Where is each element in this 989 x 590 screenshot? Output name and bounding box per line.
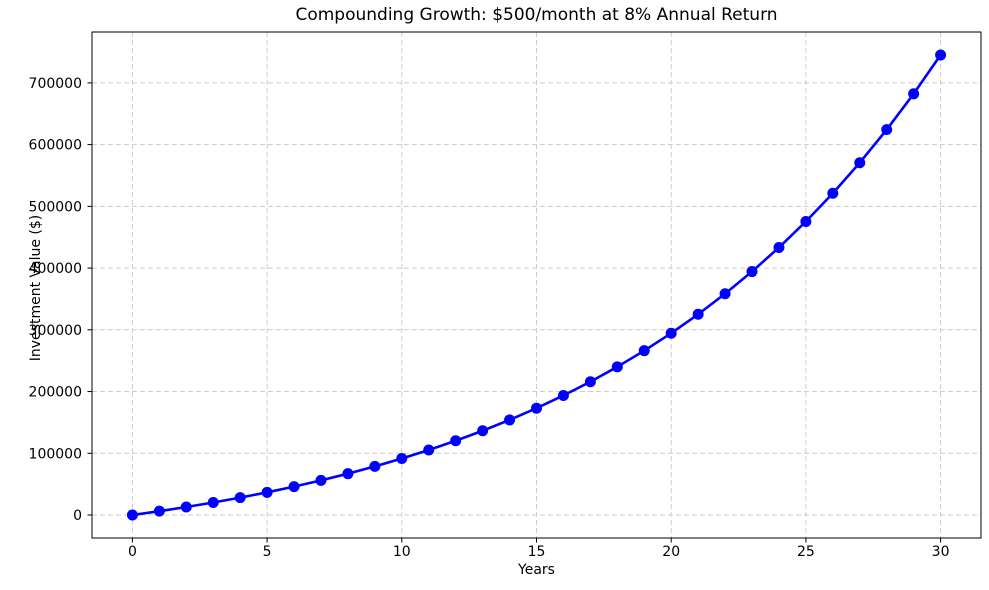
data-point: [126, 509, 138, 521]
data-point: [827, 187, 839, 199]
x-tick-label: 0: [128, 544, 137, 560]
y-axis-label: Investment Value ($): [28, 214, 44, 362]
y-tick-label: 0: [73, 508, 82, 524]
x-tick-label: 20: [662, 544, 680, 560]
data-point: [423, 444, 435, 456]
data-point: [692, 308, 704, 320]
x-axis-label: Years: [518, 562, 555, 578]
data-point: [450, 435, 462, 447]
data-point: [207, 496, 219, 508]
data-point: [261, 486, 273, 498]
data-point: [315, 474, 327, 486]
y-tick-label: 500000: [29, 199, 82, 215]
y-tick-label: 200000: [29, 385, 82, 401]
data-point: [288, 481, 300, 493]
data-point: [719, 288, 731, 300]
data-point: [611, 361, 623, 373]
x-tick-label: 10: [393, 544, 411, 560]
data-point: [584, 376, 596, 388]
x-tick-label: 5: [263, 544, 272, 560]
data-point: [935, 49, 947, 61]
data-point: [153, 505, 165, 517]
data-point: [773, 242, 785, 254]
data-point: [369, 460, 381, 472]
data-point: [557, 389, 569, 401]
data-point: [504, 414, 516, 426]
data-point: [531, 402, 542, 414]
y-tick-label: 700000: [29, 76, 82, 92]
data-point: [477, 425, 489, 437]
y-tick-label: 300000: [29, 323, 82, 339]
data-point: [342, 468, 354, 480]
data-point: [665, 327, 677, 339]
data-point: [234, 492, 246, 504]
x-tick-label: 25: [797, 544, 815, 560]
data-point: [396, 453, 408, 465]
data-point: [881, 124, 893, 136]
data-point: [746, 266, 758, 278]
data-point: [638, 345, 650, 357]
data-point: [800, 215, 812, 227]
x-tick-label: 30: [932, 544, 950, 560]
data-point: [854, 157, 866, 169]
data-point: [180, 501, 192, 513]
y-tick-label: 100000: [29, 446, 82, 462]
data-point: [908, 88, 920, 100]
y-tick-label: 600000: [29, 138, 82, 154]
chart-title: Compounding Growth: $500/month at 8% Ann…: [295, 5, 778, 25]
x-tick-label: 15: [528, 544, 546, 560]
y-tick-label: 400000: [29, 261, 82, 277]
